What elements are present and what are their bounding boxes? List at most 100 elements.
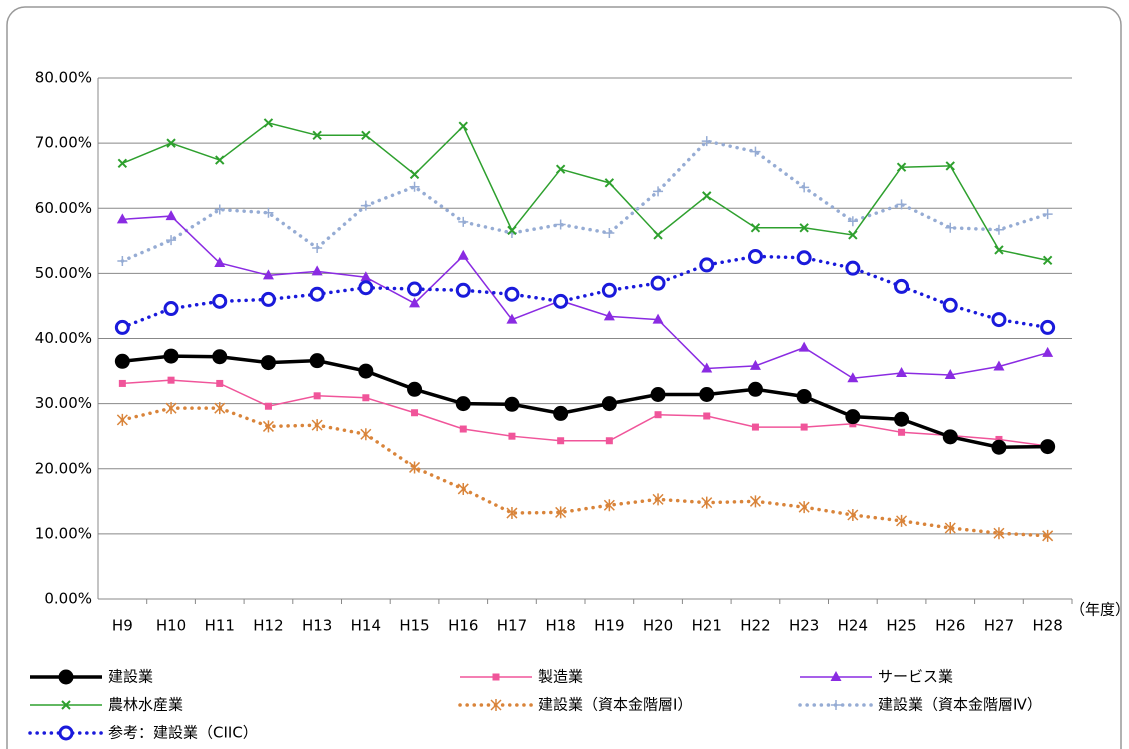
marker (994, 245, 1004, 255)
marker (555, 219, 566, 230)
marker (894, 278, 910, 294)
x-tick-label: H22 (740, 617, 770, 635)
marker (260, 355, 276, 371)
marker (212, 349, 228, 365)
marker (506, 313, 518, 324)
marker (411, 409, 419, 417)
marker (409, 181, 420, 192)
marker (944, 368, 956, 379)
y-tick-label: 0.00% (44, 590, 92, 608)
x-tick-label: H17 (497, 617, 527, 635)
marker (1040, 439, 1056, 455)
x-tick-label: H28 (1032, 617, 1062, 635)
marker (506, 507, 518, 520)
legend-label: 建設業（資本金階層Ⅰ） (538, 696, 692, 714)
series-line (122, 354, 1048, 450)
marker (167, 376, 175, 384)
legend-marker (58, 725, 74, 741)
marker (166, 138, 176, 148)
marker (701, 496, 713, 509)
y-tick-label: 60.00% (35, 199, 92, 217)
marker (653, 230, 663, 240)
marker (650, 387, 666, 403)
marker (458, 216, 469, 227)
marker (407, 281, 423, 297)
x-tick-label: H10 (156, 617, 186, 635)
series-line (122, 122, 1048, 262)
marker (214, 402, 226, 415)
marker (944, 522, 956, 535)
marker (798, 501, 810, 514)
y-tick-label: 70.00% (35, 134, 92, 152)
marker (358, 363, 374, 379)
marker (798, 341, 810, 352)
marker (555, 164, 566, 174)
marker (799, 223, 809, 233)
legend-item: 建設業 (30, 668, 153, 686)
marker (358, 280, 374, 296)
legend-label: 建設業 (108, 668, 153, 686)
marker (360, 428, 372, 441)
y-tick-label: 50.00% (35, 264, 92, 282)
marker (749, 359, 761, 370)
series-line (120, 254, 1050, 330)
x-tick-label: H11 (205, 617, 235, 635)
marker (945, 222, 956, 233)
marker (557, 437, 565, 445)
y-tick-label: 80.00% (35, 69, 92, 87)
marker (458, 121, 468, 131)
marker (409, 461, 421, 474)
marker (407, 381, 423, 397)
marker (603, 310, 615, 321)
x-tick-label: H25 (886, 617, 916, 635)
marker (409, 297, 421, 308)
marker (800, 423, 808, 431)
marker (747, 248, 763, 264)
y-tick-label: 40.00% (35, 329, 92, 347)
x-tick-label: H16 (448, 617, 478, 635)
legend-item: 参考：建設業（CIIC） (28, 724, 258, 742)
marker (796, 250, 812, 266)
series-line (120, 139, 1050, 263)
marker (457, 482, 469, 495)
marker (845, 409, 861, 425)
marker (504, 396, 520, 412)
marker (750, 146, 761, 157)
marker (799, 182, 810, 193)
marker (165, 210, 177, 221)
marker (993, 360, 1005, 371)
y-tick-label: 30.00% (35, 394, 92, 412)
marker (360, 200, 371, 211)
marker (699, 387, 715, 403)
legend-item: 農林水産業 (30, 696, 183, 714)
legend-marker (831, 700, 841, 710)
marker (847, 372, 859, 383)
marker (214, 204, 225, 215)
marker (118, 379, 126, 387)
marker (845, 260, 861, 276)
marker (652, 493, 664, 506)
legend-marker (61, 700, 71, 710)
marker (896, 367, 908, 378)
marker (605, 437, 613, 445)
marker (508, 432, 516, 440)
marker (701, 362, 713, 373)
x-tick-label: H14 (351, 617, 381, 635)
marker (995, 435, 1003, 443)
marker (361, 130, 371, 141)
marker (263, 207, 274, 218)
legend-marker (492, 673, 500, 681)
marker (942, 297, 958, 313)
marker (216, 379, 224, 387)
marker (312, 242, 323, 253)
marker (653, 186, 664, 197)
marker (702, 191, 712, 201)
x-tick-label: H27 (984, 617, 1014, 635)
legend-label: 製造業 (538, 668, 583, 686)
legend-label: 参考：建設業（CIIC） (108, 724, 258, 742)
marker (165, 402, 177, 415)
marker (604, 178, 615, 188)
marker (309, 353, 325, 369)
marker (1042, 529, 1054, 542)
